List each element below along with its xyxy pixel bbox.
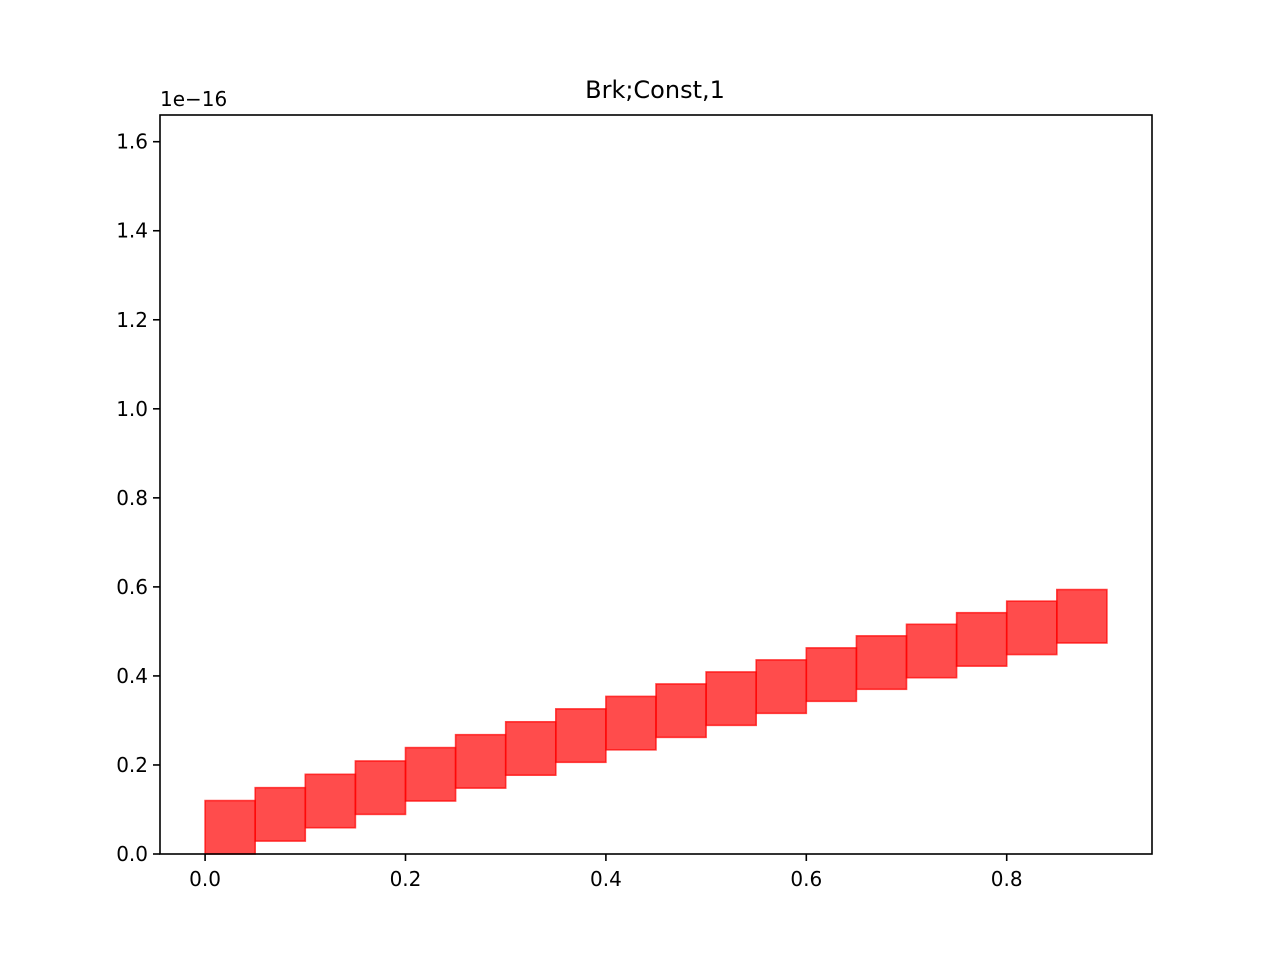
y-tick-label-6: 1.2 (116, 308, 148, 332)
y-tick-label-1: 0.2 (116, 753, 148, 777)
y-tick-label-0: 0.0 (116, 842, 148, 866)
y-tick-label-4: 0.8 (116, 486, 148, 510)
bar-11 (755, 659, 808, 715)
bar-6 (504, 720, 557, 777)
bar-12 (805, 647, 858, 703)
bar-1 (254, 786, 307, 842)
bar-8 (605, 695, 657, 751)
bar-10 (705, 671, 758, 727)
bar-0 (204, 799, 256, 855)
x-tick-label-0: 0.0 (189, 867, 221, 891)
bar-9 (655, 683, 707, 739)
x-tick-label-1: 0.2 (390, 867, 422, 891)
y-tick-label-7: 1.4 (116, 219, 148, 243)
bar-17 (1056, 588, 1108, 644)
bars-group (204, 588, 1108, 855)
bar-2 (304, 773, 357, 829)
x-tick-label-3: 0.6 (790, 867, 822, 891)
x-tick-label-2: 0.4 (590, 867, 622, 891)
y-tick-label-8: 1.6 (116, 130, 148, 154)
y-axis-offset-label: 1e−16 (160, 87, 227, 111)
bar-14 (905, 623, 958, 679)
y-tick-label-3: 0.6 (116, 575, 148, 599)
x-tick-label-4: 0.8 (991, 867, 1023, 891)
y-tick-label-2: 0.4 (116, 664, 148, 688)
bar-7 (554, 708, 607, 764)
bar-5 (454, 733, 507, 789)
y-tick-label-5: 1.0 (116, 397, 148, 421)
bar-13 (855, 635, 908, 691)
axes-frame (159, 114, 1153, 855)
bar-15 (955, 611, 1008, 667)
bar-4 (404, 746, 457, 802)
y-axis-ticks: 0.0 0.2 0.4 0.6 0.8 1.0 1.2 1.4 1.6 (116, 130, 160, 866)
chart-title: Brk;Const,1 (585, 76, 725, 104)
bar-3 (354, 760, 407, 816)
bar-16 (1005, 600, 1058, 656)
x-axis-ticks: 0.0 0.2 0.4 0.6 0.8 (189, 854, 1023, 891)
